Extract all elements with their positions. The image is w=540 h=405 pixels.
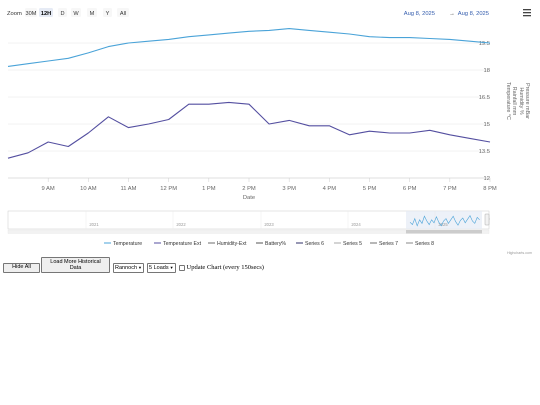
zoom-button-label[interactable]: Y xyxy=(106,11,110,17)
range-separator: → xyxy=(449,11,455,17)
zoom-button-all[interactable] xyxy=(117,8,129,17)
hide-all-button[interactable]: Hide All xyxy=(3,262,40,273)
series-line[interactable] xyxy=(7,28,491,67)
zoom-button-label[interactable]: All xyxy=(120,11,126,17)
grid-lines xyxy=(8,42,490,179)
legend: Temperature Temperature Ext Humidity-Ext Ba… xyxy=(104,241,434,247)
legend-item-label[interactable]: Temperature xyxy=(113,241,142,247)
update-checkbox[interactable] xyxy=(178,264,185,271)
legend-item-label[interactable]: Series 7 xyxy=(379,241,398,247)
zoom-button-label[interactable]: 30M xyxy=(26,11,37,17)
load-more-button[interactable]: Load More Historical Data xyxy=(41,257,110,273)
x-tick-label: 11 AM xyxy=(120,186,136,192)
y-tick-label: 19.5 xyxy=(479,41,490,47)
x-axis-title: Date xyxy=(243,195,255,201)
y-axis-title-group: Temperature °C Rainfall mm Humidity % Press… xyxy=(505,82,530,120)
x-tick-label: 10 AM xyxy=(80,186,97,192)
zoom-label: Zoom xyxy=(7,11,22,17)
loads-select-value: 5 Loads xyxy=(149,264,169,271)
x-tick-label: 6 PM xyxy=(403,186,417,192)
x-tick-label: 12 PM xyxy=(160,186,177,192)
x-tick-label: 3 PM xyxy=(282,186,296,192)
y-axis-ticks: 12 13.5 15 16.5 18 19.5 xyxy=(479,41,490,182)
zoom-button-label[interactable]: 12H xyxy=(41,11,51,17)
update-label: Update Chart (every 150secs) xyxy=(186,264,264,271)
zoom-button-label[interactable]: M xyxy=(90,11,95,17)
navigator-year-label: 2025 xyxy=(438,222,448,227)
chevron-down-icon: ▼ xyxy=(138,265,142,270)
zoom-buttons: 30M 12H D W M Y All xyxy=(25,8,129,17)
right-axis-title: Pressure mBar xyxy=(524,83,530,119)
navigator-year-label: 2023 xyxy=(264,222,274,227)
series-line[interactable] xyxy=(7,101,491,159)
right-axis-title: Humidity % xyxy=(518,87,524,114)
legend-item-label[interactable]: Series 6 xyxy=(305,241,324,247)
x-tick-label: 2 PM xyxy=(242,186,256,192)
right-axis-title: Rainfall mm xyxy=(511,87,517,116)
x-tick-label: 8 PM xyxy=(483,186,497,192)
y-axis-title: Temperature °C xyxy=(505,82,511,120)
legend-item-label[interactable]: Battery% xyxy=(265,241,286,247)
x-tick-label: 9 AM xyxy=(42,186,55,192)
navigator-year-label: 2022 xyxy=(176,222,186,227)
navigator-handle[interactable] xyxy=(484,213,490,226)
hamburger-menu-icon[interactable] xyxy=(520,7,534,19)
update-chart-toggle[interactable]: Update Chart (every 150secs) xyxy=(178,264,264,271)
navigator-scrollbar[interactable] xyxy=(7,229,490,234)
legend-item-label[interactable]: Series 8 xyxy=(415,241,434,247)
zoom-button-label[interactable]: D xyxy=(60,11,64,17)
zoom-button-label[interactable]: W xyxy=(73,11,79,17)
range-to[interactable]: Aug 8, 2025 xyxy=(458,11,489,17)
y-tick-label: 12 xyxy=(484,176,490,182)
legend-item-label[interactable]: Humidity-Ext xyxy=(217,241,247,247)
credits-text[interactable]: Highcharts.com xyxy=(507,251,532,255)
chevron-down-icon: ▼ xyxy=(169,265,174,270)
zoom-button-w[interactable] xyxy=(71,8,81,17)
location-select-value: Rannoch xyxy=(115,264,138,271)
y-tick-label: 18 xyxy=(484,68,490,74)
y-tick-label: 15 xyxy=(484,122,490,128)
navigator-scrollbar-thumb[interactable] xyxy=(406,230,482,234)
navigator-year-label: 2024 xyxy=(351,222,361,227)
legend-item-label[interactable]: Temperature Ext xyxy=(163,241,202,247)
x-tick-label: 5 PM xyxy=(363,186,377,192)
x-tick-label: 7 PM xyxy=(443,186,457,192)
zoom-button-d[interactable] xyxy=(58,8,67,17)
series-group xyxy=(7,28,491,159)
navigator-series-line xyxy=(409,214,480,227)
zoom-button-12h[interactable] xyxy=(39,8,53,17)
location-select[interactable]: Rannoch ▼ xyxy=(113,262,144,273)
chart: Zoom 30M 12H D W M Y All Aug 8, 2025 → Aug 8, … xyxy=(7,7,534,255)
x-axis-ticks: 9 AM 10 AM 11 AM 12 PM 1 PM 2 PM 3 PM 4 PM 5 PM 6… xyxy=(42,178,497,192)
y-tick-label: 16.5 xyxy=(479,95,490,101)
x-tick-label: 1 PM xyxy=(202,186,216,192)
navigator-selected-range[interactable] xyxy=(406,211,482,229)
controls-bar: Hide All Load More Historical Data Ranno… xyxy=(3,257,264,273)
navigator-year-label: 2021 xyxy=(89,222,99,227)
x-tick-label: 4 PM xyxy=(323,186,337,192)
legend-item-label[interactable]: Series 5 xyxy=(343,241,362,247)
y-tick-label: 13.5 xyxy=(479,149,490,155)
loads-select[interactable]: 5 Loads ▼ xyxy=(147,262,176,273)
zoom-button-m[interactable] xyxy=(87,8,97,17)
zoom-button-30m[interactable] xyxy=(25,8,37,17)
range-from[interactable]: Aug 8, 2025 xyxy=(404,11,435,17)
zoom-button-y[interactable] xyxy=(103,8,112,17)
